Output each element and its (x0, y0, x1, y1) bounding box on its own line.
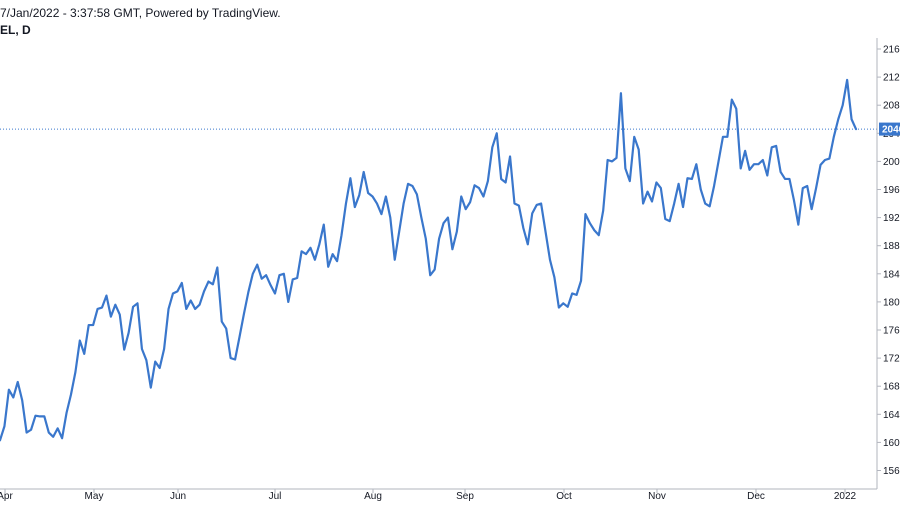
x-tick-label: Sep (456, 491, 474, 502)
y-tick-label: 1760 (883, 326, 900, 337)
y-axis[interactable]: 1560 1600 1640 1680 1720 1760 1800 1840 1880 1920… (876, 38, 900, 489)
y-tick-label: 1600 (883, 438, 900, 449)
chart-caption: 7/Jan/2022 - 3:37:58 GMT, Powered by Tra… (0, 6, 281, 20)
y-tick-label: 1800 (883, 297, 900, 308)
y-tick-label: 1560 (883, 466, 900, 477)
y-tick-label: 1880 (883, 241, 900, 252)
series-group (0, 78, 858, 442)
y-tick-label: 2000 (883, 157, 900, 168)
y-tick-label: 1640 (883, 410, 900, 421)
y-tick-label: 1960 (883, 185, 900, 196)
x-tick-label: Nov (648, 491, 666, 502)
y-tick-label: 1680 (883, 382, 900, 393)
last-price-tag-bg (879, 122, 900, 136)
last-price-tag: 2046 (879, 122, 900, 136)
y-tick-label: 1840 (883, 269, 900, 280)
x-tick-label: Jun (170, 491, 186, 502)
y-tick-label: 2080 (883, 101, 900, 112)
y-tick-label: 2160 (883, 45, 900, 56)
x-tick-label: Dec (747, 491, 765, 502)
x-axis[interactable]: Apr May Jun Jul Aug Sep Oct Nov Dec 2022 (0, 488, 877, 502)
x-tick-label: Oct (556, 491, 572, 502)
y-tick-label: 2120 (883, 73, 900, 84)
y-tick-label: 1920 (883, 213, 900, 224)
x-tick-label: Aug (364, 491, 382, 502)
x-tick-label: Jul (269, 491, 282, 502)
last-price-tag-label: 2046 (882, 125, 900, 136)
x-tick-label: Apr (0, 491, 13, 502)
symbol-label: EL, D (0, 23, 31, 37)
price-series-line (0, 78, 858, 442)
y-tick-label: 1720 (883, 354, 900, 365)
x-tick-label: 2022 (834, 491, 857, 502)
x-tick-label: May (85, 491, 104, 502)
